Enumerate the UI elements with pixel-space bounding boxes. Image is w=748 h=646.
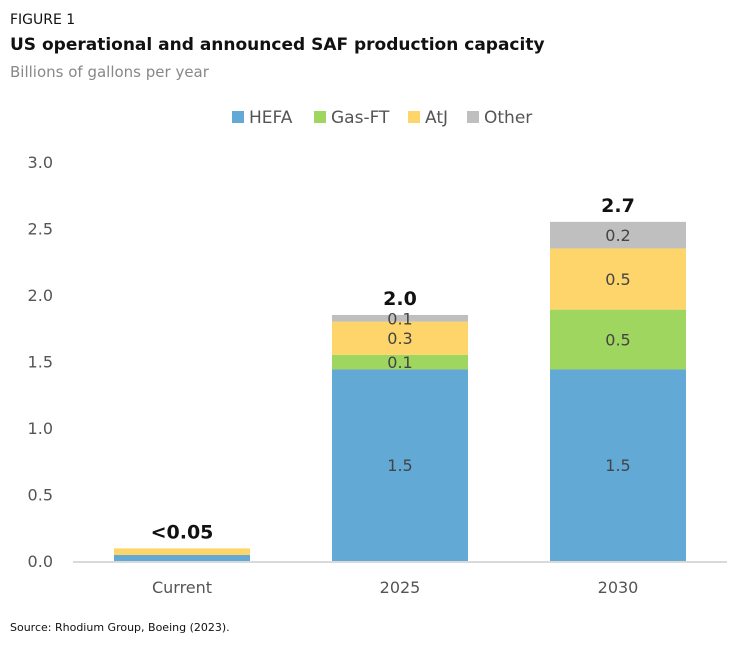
- data-label: 0.1: [387, 309, 412, 328]
- data-label: 0.5: [605, 270, 630, 289]
- legend-label: HEFA: [249, 108, 293, 128]
- legend-swatch-other: [467, 111, 479, 123]
- y-tick-label: 0.0: [28, 552, 53, 571]
- figure-label: FIGURE 1: [10, 12, 76, 28]
- bar-atj-2025: [332, 321, 468, 355]
- bar-gas-ft-2030: [550, 309, 686, 370]
- bar-atj-2030: [550, 248, 686, 310]
- x-tick-label: 2030: [598, 578, 639, 597]
- bar-hefa-current: [114, 555, 250, 561]
- y-tick-label: 1.0: [28, 419, 53, 438]
- bar-hefa-2025: [332, 369, 468, 561]
- x-tick-label: 2025: [380, 578, 421, 597]
- legend-label: AtJ: [425, 108, 448, 128]
- y-tick-label: 2.5: [28, 220, 53, 239]
- data-label: 0.1: [387, 353, 412, 372]
- y-tick-label: 1.5: [28, 353, 53, 372]
- bar-gas-ft-2025: [332, 354, 468, 370]
- legend-label: Other: [484, 108, 532, 128]
- bar-other-2025: [332, 314, 468, 322]
- data-label: 1.5: [605, 456, 630, 475]
- bar-atj-current: [114, 548, 250, 556]
- total-label: 2.0: [383, 288, 417, 310]
- legend-swatch-gas-ft: [314, 111, 326, 123]
- data-label: 0.2: [605, 226, 630, 245]
- source-note: Source: Rhodium Group, Boeing (2023).: [10, 621, 230, 634]
- y-tick-label: 3.0: [28, 153, 53, 172]
- data-label: 1.5: [387, 456, 412, 475]
- chart-subtitle: Billions of gallons per year: [10, 63, 209, 81]
- chart-title: US operational and announced SAF product…: [10, 35, 545, 55]
- total-label: <0.05: [151, 521, 214, 543]
- x-tick-label: Current: [152, 578, 212, 597]
- legend-label: Gas-FT: [331, 108, 390, 128]
- bar-other-2030: [550, 221, 686, 249]
- legend-swatch-hefa: [232, 111, 244, 123]
- data-label: 0.5: [605, 331, 630, 350]
- total-label: 2.7: [601, 195, 635, 217]
- bar-hefa-2030: [550, 369, 686, 561]
- y-tick-label: 2.0: [28, 286, 53, 305]
- data-label: 0.3: [387, 329, 412, 348]
- legend-swatch-atj: [408, 111, 420, 123]
- y-tick-label: 0.5: [28, 486, 53, 505]
